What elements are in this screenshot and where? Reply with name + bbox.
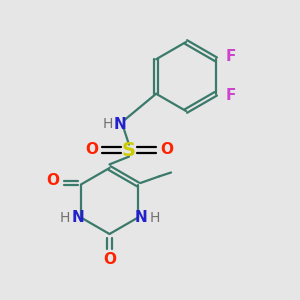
Text: H: H: [59, 212, 70, 225]
Text: O: O: [160, 142, 173, 158]
Text: N: N: [114, 117, 126, 132]
Text: H: H: [103, 118, 113, 131]
Text: F: F: [226, 88, 236, 103]
Text: H: H: [149, 212, 160, 225]
Text: N: N: [71, 210, 84, 225]
Text: S: S: [122, 140, 136, 160]
Text: N: N: [135, 210, 148, 225]
Text: O: O: [46, 173, 59, 188]
Text: O: O: [103, 252, 116, 267]
Text: O: O: [85, 142, 98, 158]
Text: F: F: [226, 49, 236, 64]
